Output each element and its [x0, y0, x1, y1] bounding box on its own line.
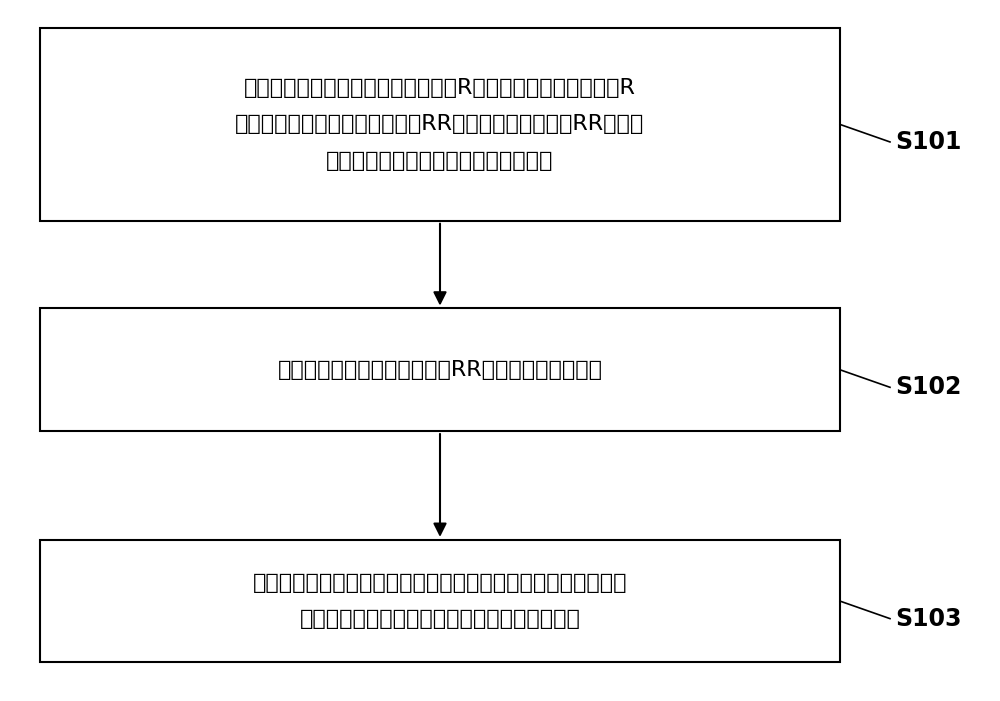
Text: 识别，输出所述心电信号中每个心拍的识别结果: 识别，输出所述心电信号中每个心拍的识别结果 [300, 609, 580, 629]
Text: 根据所述心电信号每个心拍的RR期间值生成辅助波形: 根据所述心电信号每个心拍的RR期间值生成辅助波形 [278, 360, 602, 380]
Text: S101: S101 [895, 130, 961, 154]
Text: 将所述辅助波形和所述心电信号输入至心电信号检测网络中进行: 将所述辅助波形和所述心电信号输入至心电信号检测网络中进行 [253, 573, 627, 593]
Text: 为当前心拍与前一个心拍时间上的距离: 为当前心拍与前一个心拍时间上的距离 [326, 151, 554, 171]
Text: 峰计算所述心电信号每个心拍的RR期间值；其中，所述RR间期值: 峰计算所述心电信号每个心拍的RR期间值；其中，所述RR间期值 [235, 114, 645, 135]
Bar [40, 540, 840, 662]
Text: 采集心电信号，提取所述心电信号的R峰，根据所述心电信号的R: 采集心电信号，提取所述心电信号的R峰，根据所述心电信号的R [244, 78, 636, 98]
Bar [40, 308, 840, 431]
Text: S103: S103 [895, 606, 962, 631]
Text: S102: S102 [895, 375, 961, 400]
Bar [40, 28, 840, 221]
